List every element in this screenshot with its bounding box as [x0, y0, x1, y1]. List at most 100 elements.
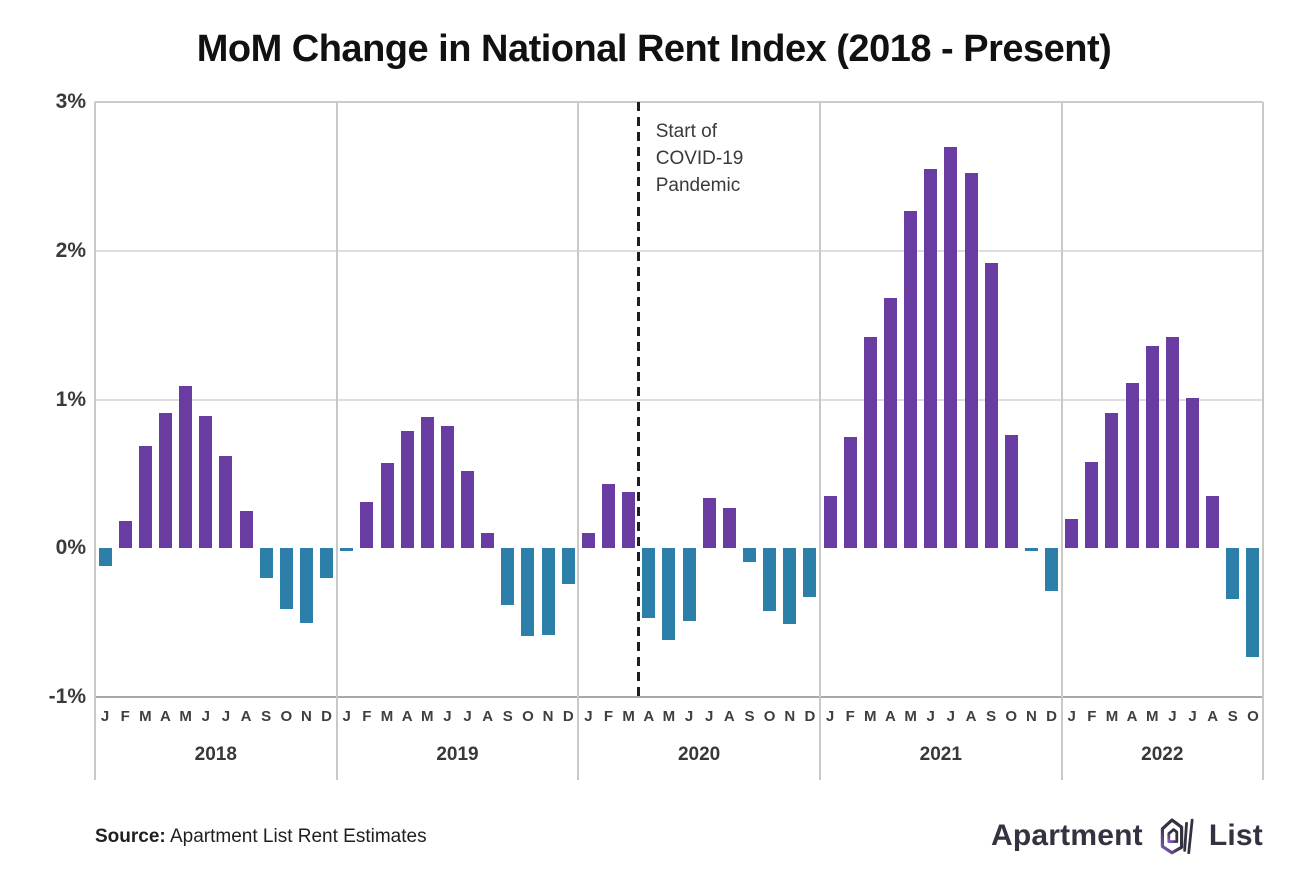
- bar-2020-3: [622, 491, 636, 549]
- bar-2021-1: [823, 496, 837, 549]
- month-label-2021-A: A: [965, 708, 977, 725]
- month-label-2020-J: J: [684, 708, 694, 725]
- month-label-2019-O: O: [522, 708, 534, 725]
- covid-annotation-line-1: Start of: [655, 121, 717, 142]
- covid-annotation-line-3: Pandemic: [655, 175, 741, 196]
- bar-2019-10: [521, 548, 535, 636]
- covid-annotation-line-2: COVID-19: [655, 148, 744, 169]
- month-label-2018-J: J: [100, 708, 110, 725]
- year-label-2018: 2018: [194, 744, 237, 765]
- month-label-2022-A: A: [1207, 708, 1219, 725]
- plot-left-border: [94, 102, 96, 780]
- covid-annotation: Start of COVID-19 Pandemic: [656, 118, 744, 199]
- month-label-2022-J: J: [1168, 708, 1177, 725]
- month-label-2018-S: S: [261, 708, 272, 725]
- bar-2020-9: [742, 548, 756, 562]
- month-label-2021-F: F: [845, 708, 855, 725]
- logo-word-apartment: Apartment: [991, 819, 1143, 852]
- bar-2022-6: [1165, 337, 1179, 549]
- bar-2019-9: [501, 548, 515, 605]
- year-separator-line: [818, 102, 821, 780]
- month-label-2020-M: M: [662, 708, 676, 725]
- month-label-2022-J: J: [1067, 708, 1076, 725]
- month-label-2020-J: J: [705, 708, 714, 725]
- month-label-2021-N: N: [1025, 708, 1037, 725]
- bar-2021-2: [843, 436, 857, 549]
- bar-2020-10: [763, 548, 777, 611]
- month-label-2019-S: S: [502, 708, 513, 725]
- year-label-2022: 2022: [1141, 744, 1184, 765]
- month-label-2022-S: S: [1227, 708, 1238, 725]
- month-label-2021-A: A: [885, 708, 896, 725]
- month-label-2018-A: A: [160, 708, 171, 725]
- bar-2018-6: [199, 415, 213, 549]
- month-label-2021-J: J: [946, 708, 956, 725]
- month-label-2020-S: S: [744, 708, 755, 725]
- bar-2019-8: [481, 533, 495, 549]
- bar-2020-6: [682, 548, 696, 622]
- year-separator-line: [577, 102, 580, 780]
- month-label-2018-M: M: [139, 708, 152, 725]
- month-label-2021-M: M: [864, 708, 877, 725]
- month-label-2019-A: A: [401, 708, 413, 725]
- apartment-list-house-icon: [1152, 812, 1200, 860]
- bar-2018-3: [138, 445, 152, 549]
- bar-2020-12: [803, 548, 817, 598]
- bar-2018-7: [219, 456, 233, 549]
- month-label-2020-O: O: [763, 708, 776, 725]
- bar-2020-5: [662, 548, 676, 641]
- gridline-2pct: [95, 249, 1263, 252]
- bar-2019-1: [340, 548, 354, 552]
- year-label-2020: 2020: [677, 744, 721, 765]
- month-label-2018-F: F: [120, 708, 130, 725]
- bar-2022-7: [1186, 398, 1200, 549]
- bar-2021-6: [924, 168, 938, 549]
- bar-2020-4: [642, 548, 656, 619]
- bar-2019-3: [380, 463, 394, 549]
- month-label-2021-S: S: [986, 708, 997, 725]
- bar-2022-9: [1226, 548, 1240, 599]
- year-separator-line: [1060, 102, 1063, 780]
- month-label-2022-F: F: [1087, 708, 1097, 725]
- month-label-2019-F: F: [362, 708, 372, 725]
- month-label-2022-O: O: [1247, 708, 1259, 725]
- gridline-1pct: [95, 398, 1263, 401]
- logo-word-list: List: [1208, 819, 1263, 852]
- bar-2022-5: [1145, 345, 1159, 549]
- bar-2021-8: [964, 173, 978, 549]
- month-label-2022-M: M: [1105, 708, 1119, 725]
- year-separator-line: [335, 102, 338, 780]
- bar-2020-7: [702, 497, 716, 549]
- source-text: Apartment List Rent Estimates: [169, 826, 427, 847]
- bar-2018-12: [320, 548, 334, 578]
- month-label-2018-D: D: [321, 708, 332, 725]
- bar-2021-5: [904, 210, 918, 549]
- month-label-2018-O: O: [280, 708, 293, 725]
- bar-2019-6: [440, 426, 454, 549]
- month-label-2021-J: J: [926, 708, 935, 725]
- bar-2020-2: [602, 484, 616, 549]
- source-label: Source:: [95, 826, 166, 847]
- bar-2021-12: [1045, 548, 1059, 592]
- y-axis-tick-2%: 2%: [55, 238, 86, 262]
- bar-2018-5: [179, 386, 193, 549]
- bar-2019-5: [420, 417, 434, 549]
- bar-2019-12: [561, 548, 575, 584]
- bar-2018-1: [98, 548, 112, 567]
- bar-2020-8: [722, 508, 736, 549]
- month-label-2018-J: J: [221, 708, 231, 725]
- month-label-2020-F: F: [603, 708, 614, 725]
- month-label-2019-D: D: [562, 708, 574, 725]
- apartment-list-logo: Apartment List: [991, 812, 1263, 860]
- bar-2020-11: [783, 548, 797, 625]
- bar-2018-4: [158, 412, 172, 549]
- month-label-2022-M: M: [1145, 708, 1159, 725]
- covid-start-dashed-line: [637, 102, 641, 697]
- bar-2019-2: [360, 502, 374, 549]
- month-label-2020-A: A: [723, 708, 735, 725]
- bar-2022-4: [1125, 383, 1139, 549]
- month-label-2019-J: J: [443, 708, 452, 725]
- bar-2019-11: [541, 548, 555, 635]
